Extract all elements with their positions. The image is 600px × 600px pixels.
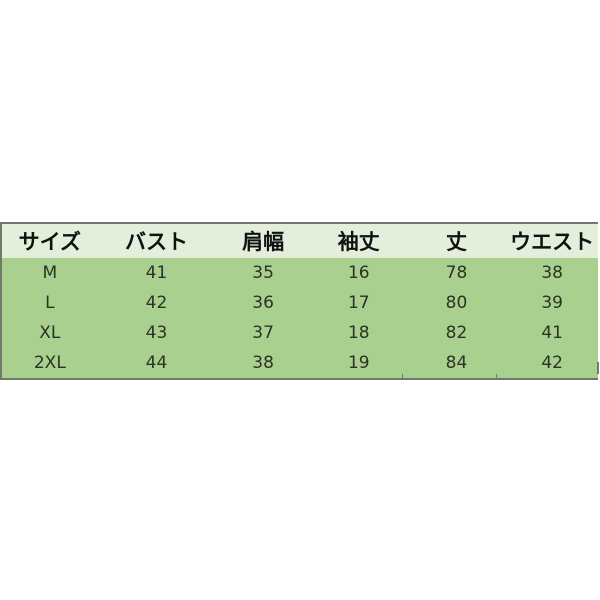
cell: 82 <box>445 323 468 343</box>
table-row: 2XL 44 38 19 84 42 <box>2 348 598 378</box>
table-row: XL 43 37 18 82 41 <box>2 318 598 348</box>
cell: 16 <box>347 263 370 283</box>
table-row: L 42 36 17 80 39 <box>2 288 598 318</box>
cell: XL <box>39 323 61 343</box>
cell: 41 <box>541 323 563 343</box>
cell: 38 <box>252 353 274 373</box>
header-waist: ウエスト <box>510 230 595 254</box>
cell: 38 <box>541 263 563 283</box>
header-shoulder: 肩幅 <box>242 230 285 254</box>
cell: 37 <box>252 323 274 343</box>
cell: 19 <box>347 353 370 373</box>
size-chart-table: サイズ バスト 肩幅 袖丈 丈 ウエスト M 41 35 16 78 38 L … <box>0 222 598 380</box>
cell: 42 <box>145 293 168 313</box>
cell: 18 <box>347 323 370 343</box>
gridline-fragment <box>496 374 497 380</box>
header-bust: バスト <box>124 230 188 254</box>
cell: 2XL <box>33 353 66 373</box>
cell: 42 <box>541 353 563 373</box>
cell: 17 <box>347 293 370 313</box>
header-size: サイズ <box>18 230 82 254</box>
cell: 44 <box>145 353 168 373</box>
header-sleeve: 袖丈 <box>337 230 380 254</box>
cell: 41 <box>145 263 168 283</box>
cell: 36 <box>252 293 274 313</box>
header-row: サイズ バスト 肩幅 袖丈 丈 ウエスト <box>2 224 598 258</box>
cell: M <box>42 263 58 283</box>
table-row: M 41 35 16 78 38 <box>2 258 598 288</box>
cell: 80 <box>445 293 468 313</box>
header-length: 丈 <box>445 230 467 254</box>
gridline-fragment <box>597 362 599 374</box>
cell: 35 <box>252 263 274 283</box>
cell: 84 <box>445 353 468 373</box>
cell: 78 <box>445 263 468 283</box>
cell: 39 <box>541 293 563 313</box>
gridline-fragment <box>402 374 403 380</box>
cell: 43 <box>145 323 168 343</box>
cell: L <box>45 293 55 313</box>
